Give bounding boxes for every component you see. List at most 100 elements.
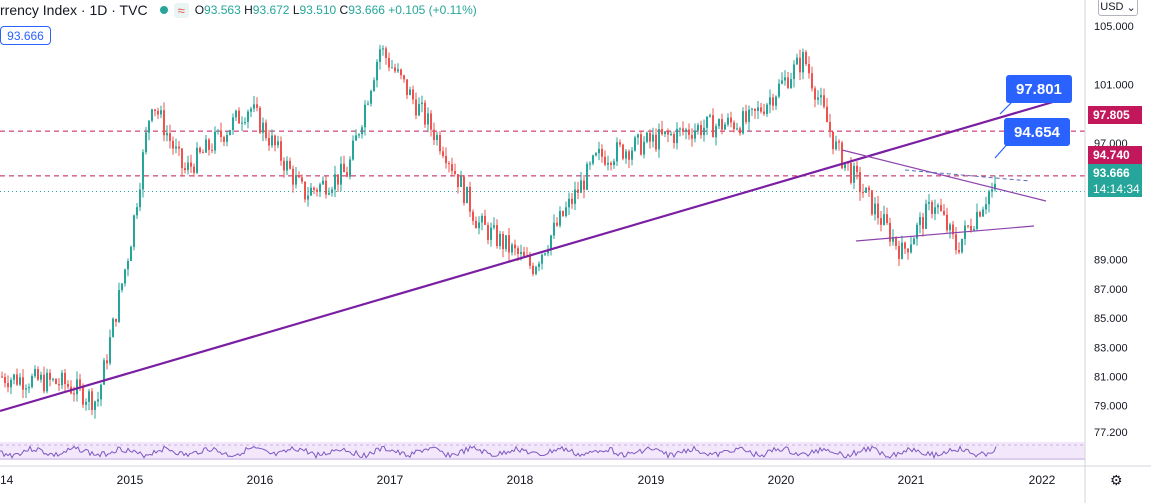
x-tick-label: 2016 [247,473,274,487]
candle-body [943,210,945,215]
candle-body [109,337,111,364]
candle-body [367,103,369,105]
candle-body [40,374,42,380]
candle-body [103,360,105,385]
candle-body [199,147,201,153]
candle-body [802,52,804,73]
candle-body [361,127,363,135]
candle-body [742,111,744,134]
candle-body [925,203,927,229]
candle-body [496,225,498,247]
candle-body [124,269,126,284]
candle-body [256,104,258,108]
candle-body [664,131,666,135]
candle-body [220,130,222,138]
candle-body [55,378,57,384]
candle-body [427,113,429,125]
candle-body [859,172,861,193]
candle-body [139,189,141,208]
candle-body [910,244,912,253]
candle-body [607,162,609,165]
candle-body [250,108,252,112]
candle-body [463,176,465,204]
candle-body [907,248,909,253]
candle-body [148,120,150,133]
candle-body [739,128,741,134]
candle-body [673,133,675,144]
callout-upper[interactable]: 97.801 [1006,75,1072,103]
candle-body [595,153,597,156]
candle-body [226,134,228,142]
candle-body [793,64,795,80]
candle-body [91,391,93,410]
candle-body [271,135,273,146]
candle-body [604,156,606,165]
callout-pointer [999,101,1013,115]
candle-body [355,135,357,141]
waves-icon[interactable]: ≈ [173,2,189,18]
candle-body [88,391,90,402]
candle-body [460,176,462,187]
currency-label: USD [1100,1,1124,13]
candle-body [820,95,822,98]
symbol-title[interactable]: rrency Index · 1D · TVC [0,2,148,18]
y-tick-label: 79.000 [1094,401,1128,413]
rsi-pane [0,442,1085,460]
candle-body [67,384,69,387]
candle-body [310,187,312,196]
candle-body [364,104,366,128]
candle-body [304,181,306,200]
candle-body [946,214,948,231]
settings-gear-icon[interactable]: ⚙ [1110,472,1123,488]
candle-body [940,205,942,211]
candle-body [784,77,786,81]
candle-body [190,162,192,167]
candle-body [799,57,801,73]
candle-body [262,122,264,133]
candle-body [625,151,627,159]
x-tick-label: 2021 [898,473,925,487]
candle-body [574,189,576,204]
candle-body [277,141,279,146]
candle-body [691,135,693,139]
candle-body [172,140,174,149]
candle-body [238,110,240,124]
currency-selector[interactable]: USD ⌄ [1098,0,1138,16]
candle-body [805,52,807,65]
candle-body [76,379,78,395]
candle-body [292,168,294,185]
candle-body [25,388,27,390]
candle-body [733,122,735,130]
candle-body [121,283,123,291]
candle-body [580,180,582,193]
candle-body [886,214,888,223]
x-tick-label: 2020 [768,473,795,487]
candle-body [208,139,210,150]
candle-body [634,137,636,151]
candle-body [556,222,558,226]
callout-lower[interactable]: 94.654 [1004,118,1070,146]
candle-body [514,244,516,249]
candle-body [352,140,354,160]
candle-body [757,107,759,111]
candle-body [592,155,594,164]
y-tick-label: 85.000 [1094,313,1128,325]
candle-body [211,149,213,151]
candle-body [331,189,333,193]
candle-body [316,189,318,192]
candle-body [877,203,879,219]
candle-body [295,175,297,185]
candle-body [613,161,615,166]
candle-body [586,163,588,190]
candle-body [655,134,657,150]
candle-body [610,162,612,166]
candle-body [232,117,234,131]
candle-body [490,227,492,240]
candle-body [118,290,120,322]
candle-body [307,195,309,200]
candle-body [28,387,30,389]
candle-body [22,377,24,390]
candle-body [694,130,696,139]
candle-body [241,122,243,124]
